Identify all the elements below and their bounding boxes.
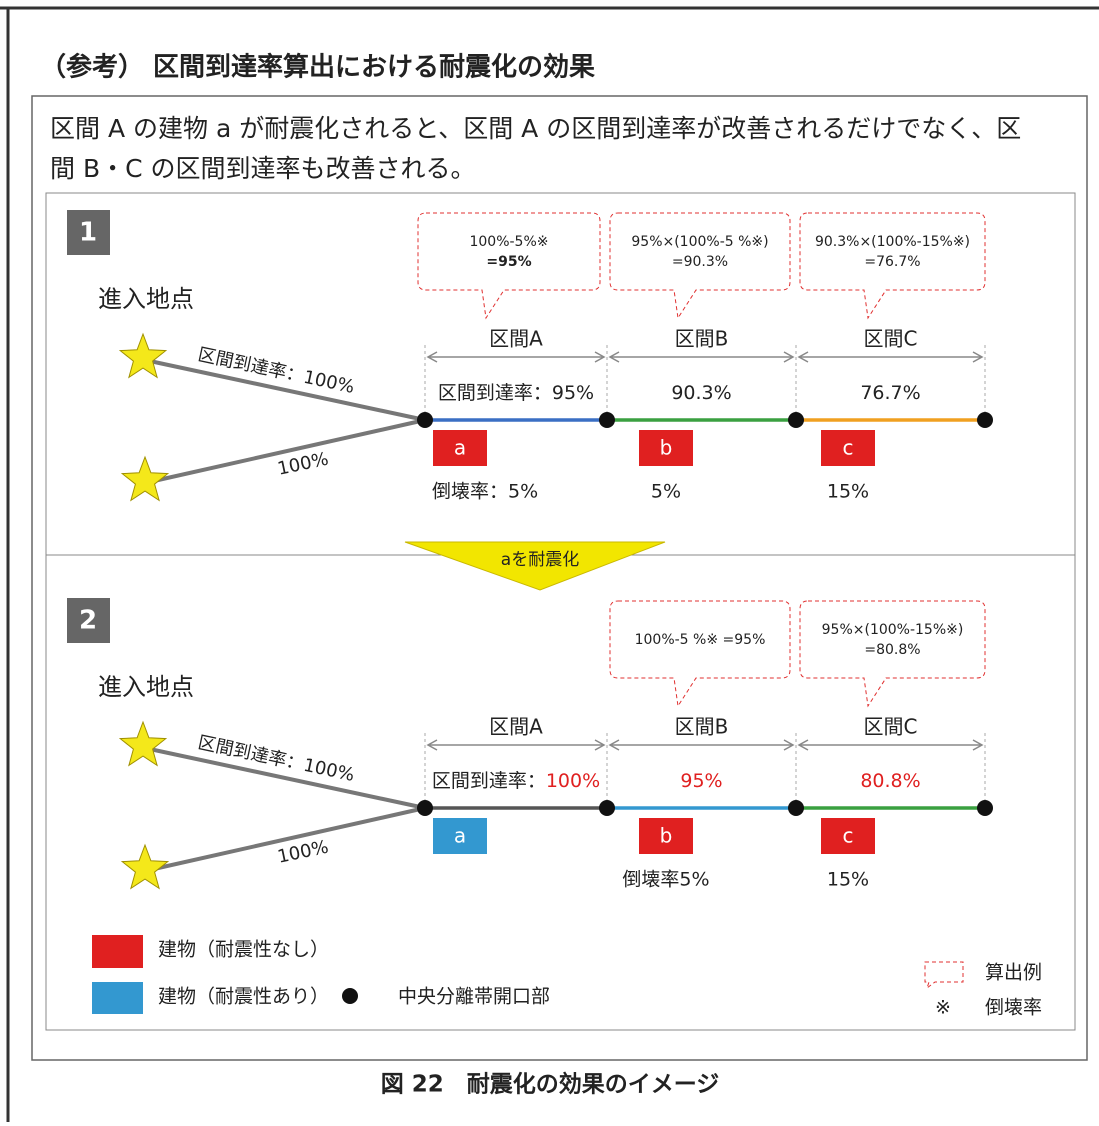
opening-node: [977, 412, 993, 428]
opening-node: [788, 412, 804, 428]
route: [144, 746, 426, 810]
span-arrowhead: [426, 739, 606, 751]
collapse-rate: 倒壊率：5%: [432, 481, 538, 503]
opening-node: [977, 800, 993, 816]
route: [144, 358, 426, 422]
building: [821, 430, 875, 466]
legend-label: 算出例: [985, 962, 1042, 984]
entry-star: [118, 720, 168, 767]
building-label: c: [843, 436, 854, 460]
legend-swatch: [92, 935, 143, 968]
opening-node: [599, 800, 615, 816]
building: [433, 430, 487, 466]
route: [144, 418, 426, 485]
section-rate: 80.8%: [860, 770, 920, 792]
legend-dot: [342, 988, 358, 1004]
callout-text: 100%-5%※: [469, 234, 548, 250]
callout: [609, 212, 791, 320]
entry-label: 進入地点: [98, 285, 194, 313]
rate-value: 100%: [546, 770, 600, 792]
section-name: 区間B: [675, 327, 729, 351]
section-name: 区間C: [864, 327, 918, 351]
callout-text: 100%-5 %※ =95%: [635, 632, 766, 648]
rate-prefix: 区間到達率：: [432, 770, 546, 792]
building: [821, 818, 875, 854]
opening-node: [599, 412, 615, 428]
span-arrowhead: [797, 739, 984, 751]
callout-text: =90.3%: [672, 254, 728, 270]
section-name: 区間A: [489, 327, 543, 351]
callout-text: 90.3%×(100%-15%※): [815, 234, 970, 250]
collapse-rate: 5%: [651, 481, 681, 503]
rate-value: 76.7%: [860, 382, 920, 404]
span-arrowhead: [608, 351, 795, 363]
opening-node: [788, 800, 804, 816]
building-label: a: [454, 436, 466, 460]
legend-label: 建物（耐震性なし）: [158, 939, 329, 961]
transition-label: aを耐震化: [501, 550, 579, 570]
callout-text: =76.7%: [864, 254, 920, 270]
entry-star: [120, 455, 170, 502]
callout-text: =95%: [486, 254, 531, 270]
section-name: 区間A: [489, 715, 543, 739]
collapse-rate: 倒壊率5%: [622, 869, 709, 891]
rate-value: 区間到達率：95%: [438, 382, 594, 404]
opening-node: [417, 412, 433, 428]
entry-star: [118, 332, 168, 379]
building-label: b: [660, 824, 673, 848]
section-rate: 区間到達率：95%: [438, 382, 594, 404]
section-rate: 90.3%: [671, 382, 731, 404]
building: [433, 818, 487, 854]
rate-value: 80.8%: [860, 770, 920, 792]
intro-line: 区間 A の建物 a が耐震化されると、区間 A の区間到達率が改善されるだけで…: [50, 114, 1021, 143]
callout: [799, 600, 986, 708]
callout: [609, 600, 791, 708]
rate-value: 90.3%: [671, 382, 731, 404]
transition-arrow: [404, 541, 666, 591]
span-arrowhead: [426, 351, 606, 363]
section-name: 区間C: [864, 715, 918, 739]
panel-number: 1: [79, 218, 97, 248]
legend-label: ※: [935, 997, 951, 1019]
legend-swatch: [92, 982, 143, 1014]
collapse-rate: 15%: [827, 481, 869, 503]
building-label: c: [843, 824, 854, 848]
building: [639, 818, 693, 854]
callout-text: =80.8%: [864, 642, 920, 658]
legend-label: 倒壊率: [985, 997, 1042, 1019]
content-box: [31, 95, 1088, 1061]
legend-callout-icon: [924, 961, 964, 990]
section-name: 区間B: [675, 715, 729, 739]
section-rate: 区間到達率：100%: [432, 770, 600, 792]
section-rate: 95%: [680, 770, 722, 792]
callout: [417, 212, 601, 320]
legend-label: 中央分離帯開口部: [398, 986, 550, 1008]
caption: 図 22 耐震化の効果のイメージ: [381, 1071, 720, 1098]
rate-value: 95%: [680, 770, 722, 792]
diagram-box: [45, 192, 1076, 1031]
section-rate: 76.7%: [860, 382, 920, 404]
entry-star: [120, 843, 170, 890]
opening-node: [417, 800, 433, 816]
legend-label: 建物（耐震性あり）: [158, 986, 329, 1008]
heading: （参考） 区間到達率算出における耐震化の効果: [40, 52, 595, 83]
entry-label: 進入地点: [98, 673, 194, 701]
callout-text: 95%×(100%-15%※): [822, 622, 964, 638]
intro-line: 間 B・C の区間到達率も改善される。: [50, 154, 476, 183]
callout: [799, 212, 986, 320]
span-arrowhead: [608, 739, 795, 751]
span-arrowhead: [797, 351, 984, 363]
building-label: a: [454, 824, 466, 848]
route: [144, 806, 426, 873]
callout-text: 95%×(100%-5 %※): [631, 234, 768, 250]
collapse-rate: 15%: [827, 869, 869, 891]
building-label: b: [660, 436, 673, 460]
panel-number: 2: [79, 606, 97, 636]
panel-number-box: [67, 210, 110, 255]
panel-number-box: [67, 598, 110, 643]
building: [639, 430, 693, 466]
